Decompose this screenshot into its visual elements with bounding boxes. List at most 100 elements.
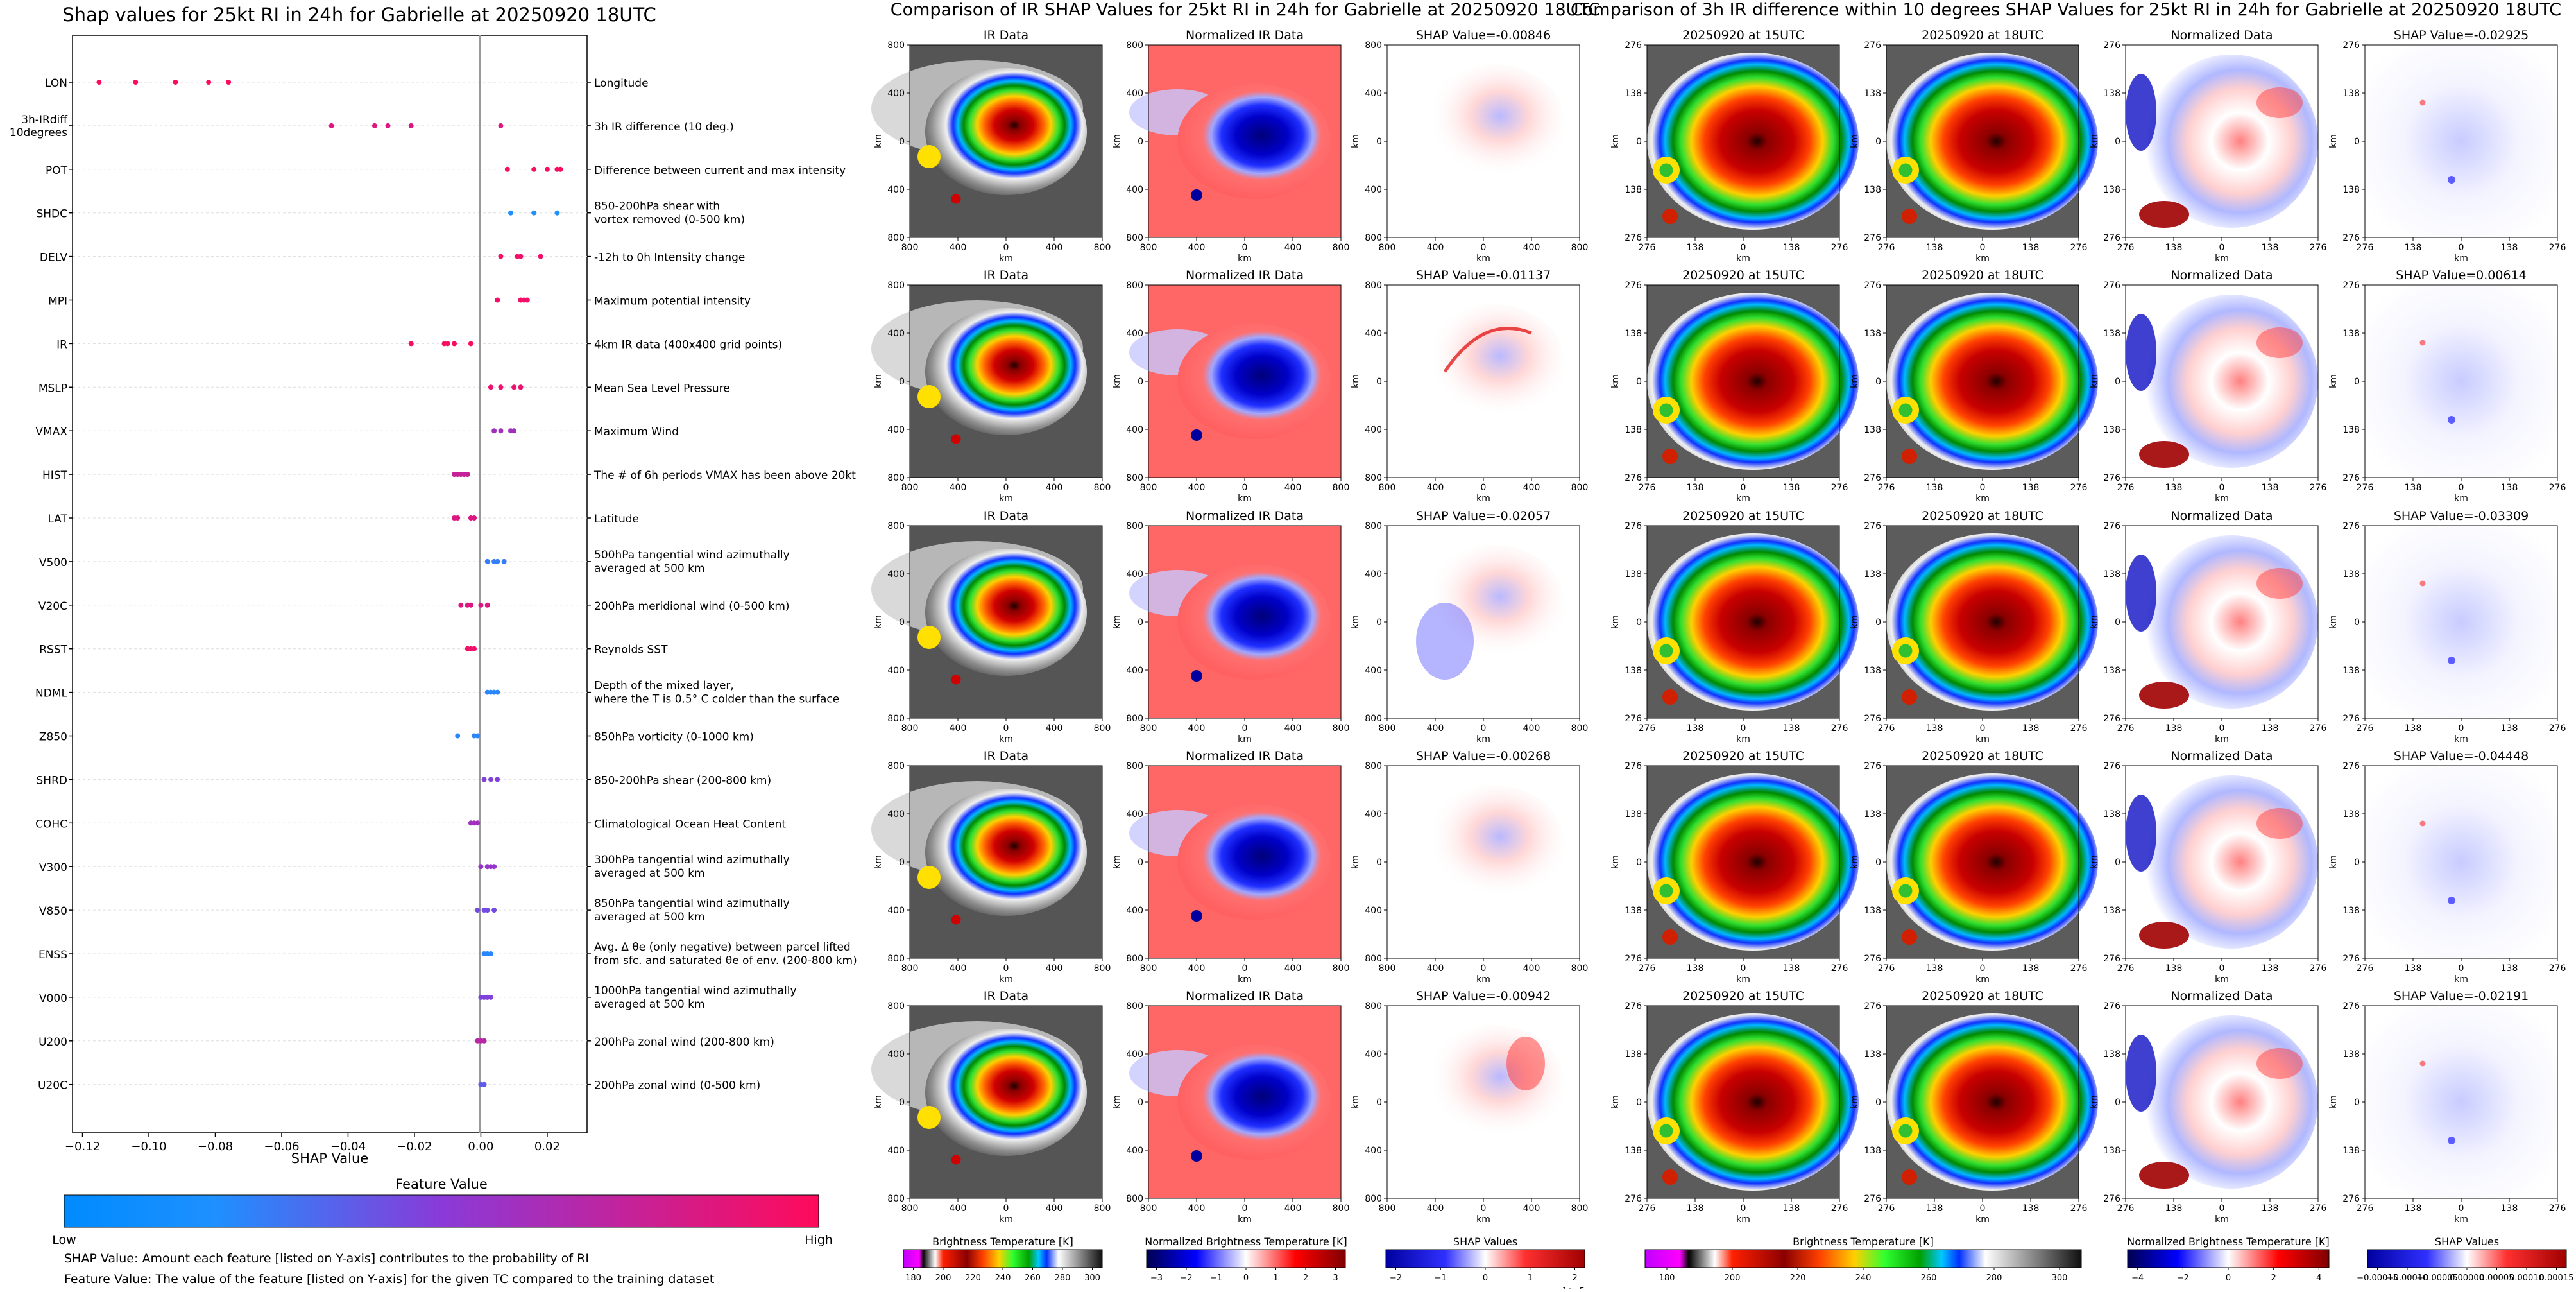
shap-point xyxy=(558,166,563,172)
y-axis-label: km xyxy=(873,855,883,869)
x-tick-label: 276 xyxy=(2310,1203,2327,1214)
shap-point xyxy=(455,515,461,521)
feature-row-v500: V500 500hPa tangential wind azimuthallyav… xyxy=(39,549,790,575)
x-axis-label: km xyxy=(1736,734,1750,745)
y-tick-label: 800 xyxy=(1126,521,1143,531)
x-tick-label: 276 xyxy=(2310,723,2327,734)
ir-18utc-image: 20250920 at 18UTC27627613813800138138276… xyxy=(1850,509,2098,745)
x-tick-label: 0 xyxy=(2459,1203,2464,1214)
y-tick-label: 138 xyxy=(1864,185,1881,195)
norm-cloud xyxy=(1177,83,1331,199)
feature-name: COHC xyxy=(35,818,67,831)
x-tick-label: 400 xyxy=(1046,243,1063,253)
x-tick-label: 400 xyxy=(1188,963,1206,974)
storm-cloud xyxy=(1647,53,1859,230)
y-tick-label: 400 xyxy=(887,906,905,916)
feature-row-mpi: MPI Maximum potential intensity xyxy=(48,295,751,308)
y-tick-label: 0 xyxy=(2354,857,2360,868)
storm-cloud xyxy=(925,549,1087,676)
storm-cloud xyxy=(1647,293,1859,470)
panel-title-ir-diff: Comparison of 3h IR difference within 10… xyxy=(1571,0,2561,20)
feature-name: V850 xyxy=(39,905,67,918)
colorbar-tick-label: 200 xyxy=(935,1273,951,1283)
x-tick-label: 138 xyxy=(2501,1203,2518,1214)
y-tick-label: 400 xyxy=(887,809,905,820)
feature-description: 4km IR data (400x400 grid points) xyxy=(594,338,782,351)
x-tick-label: 276 xyxy=(2549,963,2566,974)
x-tick-label: 138 xyxy=(2501,243,2518,253)
y-axis-label: km xyxy=(1112,615,1122,629)
x-tick-label: 800 xyxy=(1333,483,1350,493)
shap-point xyxy=(484,558,490,564)
x-tick-label: 800 xyxy=(1333,963,1350,974)
colorbar-tick-label: 0.00010 xyxy=(2509,1273,2544,1283)
y-tick-label: 0 xyxy=(2115,377,2120,387)
feature-name: POT xyxy=(46,164,68,177)
shap-point xyxy=(524,297,530,303)
subplot-title: SHAP Value=-0.01137 xyxy=(1416,268,1551,282)
colorbar-low-label: Low xyxy=(52,1233,76,1247)
y-tick-label: 800 xyxy=(887,40,905,51)
colorbar-tick-label: 220 xyxy=(965,1273,981,1283)
y-tick-label: 138 xyxy=(2103,1049,2120,1060)
normalized-ir-image: Normalized IR Data8008004004000040040080… xyxy=(1112,509,1349,745)
ir-shap-image: SHAP Value=-0.00846800800400400004004008… xyxy=(1351,28,1588,264)
feature-row-ndml: NDML Depth of the mixed layer,where the T… xyxy=(35,680,839,706)
x-tick-label: 400 xyxy=(1188,243,1206,253)
y-tick-label: 276 xyxy=(1625,954,1642,964)
y-axis-label: km xyxy=(2089,615,2099,629)
y-tick-label: 800 xyxy=(887,473,905,483)
y-tick-label: 276 xyxy=(2342,954,2360,964)
colorbar-tick-label: 300 xyxy=(1084,1273,1100,1283)
x-tick-label: 0 xyxy=(2459,243,2464,253)
x-tick-label: 0 xyxy=(1741,723,1746,734)
y-axis-label: km xyxy=(2089,134,2099,148)
y-tick-label: 0 xyxy=(899,137,905,147)
x-tick-label: 138 xyxy=(2165,963,2183,974)
shap-point xyxy=(518,254,524,259)
x-axis-label: km xyxy=(1238,974,1252,985)
y-tick-label: 0 xyxy=(1636,1098,1642,1108)
norm-cell xyxy=(1191,1150,1202,1162)
y-tick-label: 0 xyxy=(1875,137,1881,147)
normdata-positive xyxy=(2139,922,2189,949)
feature-name: ENSS xyxy=(38,949,67,961)
shap-point xyxy=(478,602,484,608)
y-tick-label: 276 xyxy=(2103,714,2120,724)
feature-row-u20c: U20C 200hPa zonal wind (0-500 km) xyxy=(38,1080,760,1092)
norm-cell xyxy=(1191,910,1202,922)
feature-description: 850hPa tangential wind azimuthally xyxy=(594,897,790,910)
x-tick-label: 400 xyxy=(1427,963,1444,974)
colorbar-tick-label: 200 xyxy=(1725,1273,1741,1283)
shap-speck xyxy=(2419,99,2426,106)
cell-bottom xyxy=(1662,209,1678,224)
y-tick-label: 400 xyxy=(1365,666,1382,676)
colorbar-tick-label: −0.00005 xyxy=(2416,1273,2458,1283)
x-tick-label: 400 xyxy=(1523,1203,1540,1214)
y-axis-label: km xyxy=(2328,134,2339,148)
colorbar-label: Brightness Temperature [K] xyxy=(932,1236,1073,1248)
y-tick-label: 0 xyxy=(1376,137,1382,147)
x-tick-label: 400 xyxy=(1427,723,1444,734)
subplot-title: Normalized Data xyxy=(2171,268,2273,282)
y-tick-label: 0 xyxy=(1636,617,1642,628)
x-tick-label: 276 xyxy=(2310,963,2327,974)
colorbar-tick-label: −1 xyxy=(1435,1273,1447,1283)
x-tick-label: 400 xyxy=(1427,483,1444,493)
convective-cell xyxy=(917,866,941,889)
feature-row-pot: POT Difference between current and max in… xyxy=(46,164,846,177)
y-tick-label: 0 xyxy=(2115,137,2120,147)
y-tick-label: 0 xyxy=(2354,377,2360,387)
y-axis-label: km xyxy=(1351,615,1361,629)
shap-point xyxy=(491,428,497,434)
y-tick-label: 400 xyxy=(1365,906,1382,916)
x-tick-label: 400 xyxy=(1284,723,1302,734)
storm-cloud xyxy=(1647,773,1859,951)
colorbar xyxy=(1146,1249,1346,1268)
y-tick-label: 0 xyxy=(1636,857,1642,868)
y-tick-label: 276 xyxy=(2103,280,2120,291)
subplot-title: 20250920 at 18UTC xyxy=(1922,28,2043,42)
shap-field xyxy=(1420,64,1566,187)
